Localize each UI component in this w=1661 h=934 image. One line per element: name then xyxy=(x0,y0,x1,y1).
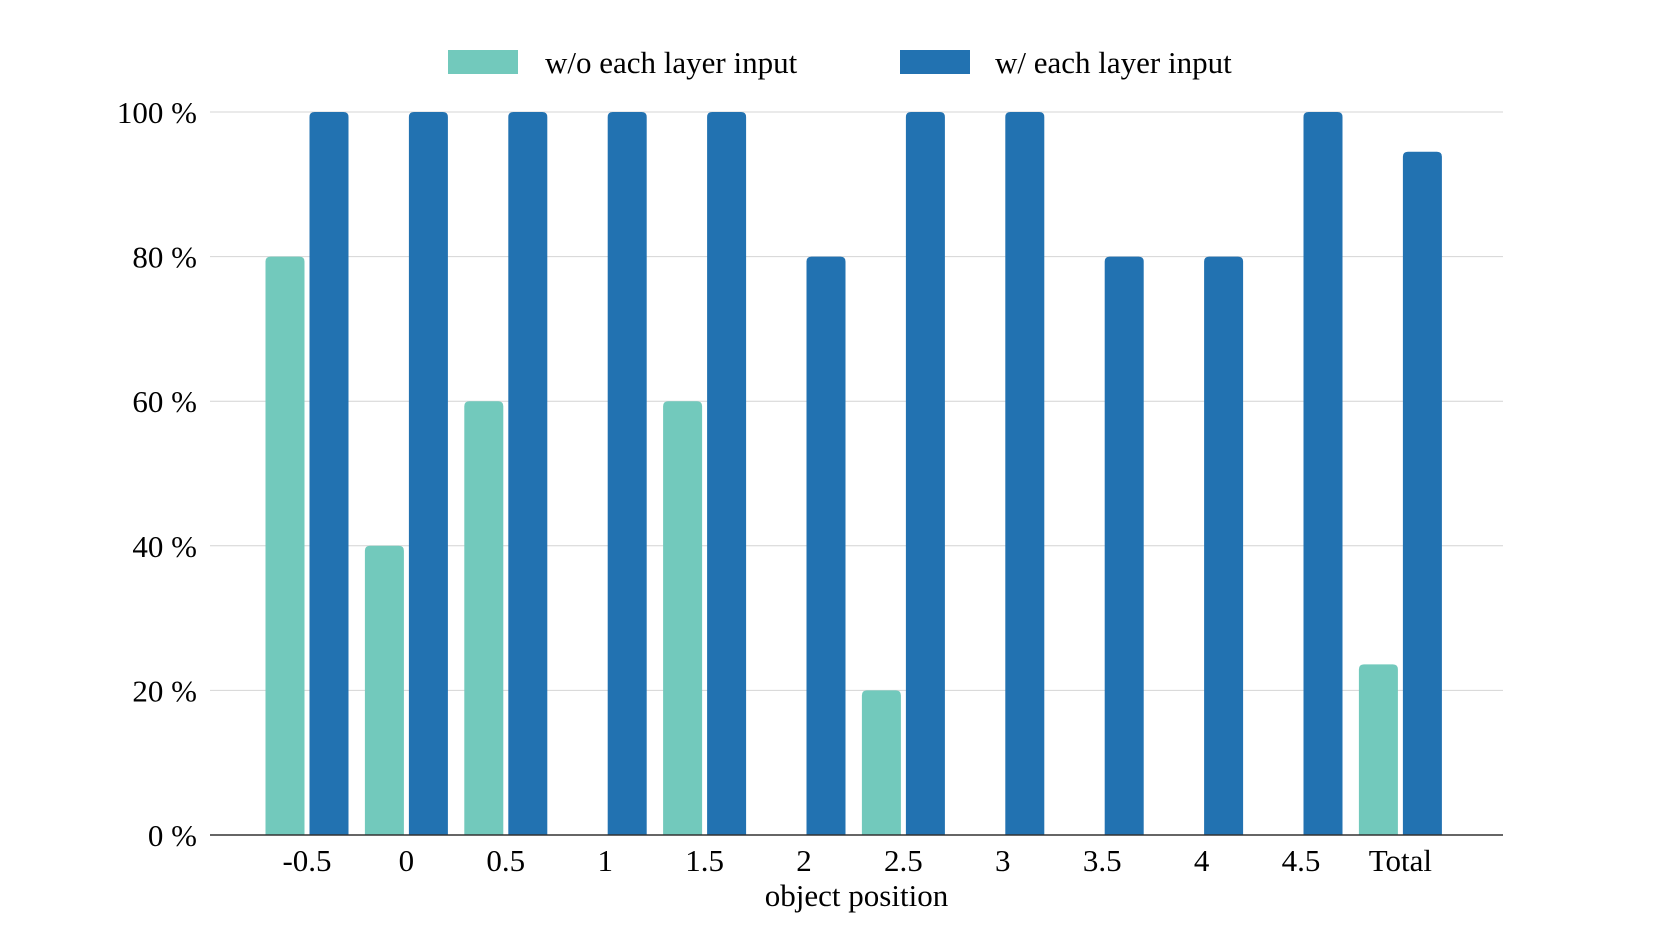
y-tick-label: 40 % xyxy=(132,529,197,564)
legend-label: w/ each layer input xyxy=(995,45,1232,80)
bar xyxy=(508,112,548,835)
bar xyxy=(1204,256,1244,836)
x-tick-label: 0 xyxy=(399,843,415,878)
y-axis-ticks: 0 % 20 % 40 % 60 % 80 % 100 % xyxy=(117,95,197,853)
bar xyxy=(265,256,305,836)
x-tick-label: Total xyxy=(1369,843,1432,878)
x-axis-title: object position xyxy=(765,878,949,913)
bars xyxy=(265,112,1442,836)
bar xyxy=(861,690,901,835)
legend: w/o each layer input w/ each layer input xyxy=(448,45,1232,80)
bar xyxy=(663,401,703,835)
x-tick-label: 2.5 xyxy=(884,843,923,878)
y-tick-label: 20 % xyxy=(132,673,197,708)
x-tick-label: 2 xyxy=(796,843,812,878)
bar xyxy=(905,112,945,835)
x-axis-ticks: -0.5 0 0.5 1 1.5 2 2.5 3 3.5 4 4.5 Total xyxy=(282,843,1432,878)
y-tick-label: 0 % xyxy=(148,818,197,853)
x-tick-label: 3 xyxy=(995,843,1011,878)
x-tick-label: 1.5 xyxy=(685,843,724,878)
bar xyxy=(607,112,647,835)
x-tick-label: -0.5 xyxy=(282,843,331,878)
bar xyxy=(1402,151,1442,835)
bar xyxy=(1358,664,1398,835)
bar xyxy=(1303,112,1343,835)
bar xyxy=(707,112,747,835)
legend-label: w/o each layer input xyxy=(545,45,798,80)
bar xyxy=(309,112,349,835)
x-tick-label: 4.5 xyxy=(1282,843,1321,878)
y-tick-label: 100 % xyxy=(117,95,197,130)
bar xyxy=(1104,256,1144,836)
x-tick-label: 0.5 xyxy=(486,843,525,878)
bar xyxy=(1005,112,1045,835)
bar xyxy=(408,112,448,835)
legend-swatch xyxy=(900,50,970,74)
x-tick-label: 4 xyxy=(1194,843,1210,878)
legend-swatch xyxy=(448,50,518,74)
bar xyxy=(464,401,504,835)
x-tick-label: 1 xyxy=(597,843,613,878)
x-tick-label: 3.5 xyxy=(1083,843,1122,878)
y-tick-label: 80 % xyxy=(132,240,197,275)
bar xyxy=(806,256,846,836)
y-tick-label: 60 % xyxy=(132,384,197,419)
bar xyxy=(364,545,404,835)
